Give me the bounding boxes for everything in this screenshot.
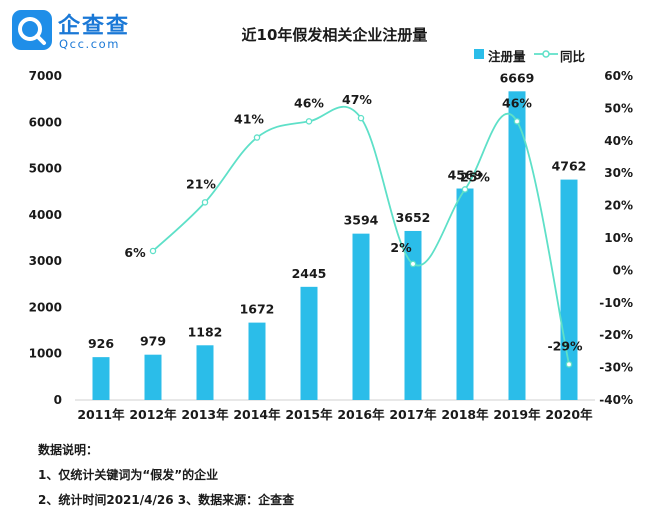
y-right-tick-label: -20% xyxy=(599,328,633,342)
yoy-value-label: 25% xyxy=(460,169,490,184)
bar xyxy=(196,345,214,400)
legend-bar-label: 注册量 xyxy=(488,49,526,64)
y-right-tick-label: 30% xyxy=(604,166,633,180)
notes-line-2: 2、统计时间2021/4/26 3、数据来源：企查查 xyxy=(38,493,295,507)
x-tick-label: 2013年 xyxy=(181,407,229,422)
y-left-tick-label: 6000 xyxy=(29,115,62,129)
x-tick-label: 2015年 xyxy=(285,407,333,422)
y-left-tick-label: 7000 xyxy=(29,69,62,83)
yoy-point xyxy=(461,186,469,193)
y-right-tick-label: -40% xyxy=(599,393,633,407)
yoy-point xyxy=(513,118,521,125)
y-left-tick-label: 1000 xyxy=(29,347,62,361)
y-left-tick-label: 5000 xyxy=(29,162,62,176)
bar-value-label: 4569 xyxy=(448,168,483,183)
yoy-point xyxy=(253,134,261,141)
bar-value-label: 3652 xyxy=(396,210,431,225)
y-right-tick-label: 20% xyxy=(604,199,633,213)
y-right-tick-label: -30% xyxy=(599,361,633,375)
bar xyxy=(404,230,422,400)
yoy-value-label: 46% xyxy=(502,95,532,110)
y-left-tick-label: 0 xyxy=(54,393,62,407)
y-left-tick-label: 3000 xyxy=(29,254,62,268)
y-right-tick-label: 50% xyxy=(604,101,633,115)
yoy-value-label: -29% xyxy=(547,338,583,353)
y-right-tick-label: 0% xyxy=(613,263,633,277)
yoy-point xyxy=(357,114,365,122)
data-notes: 数据说明： 1、仅统计关键词为“假发”的企业 2、统计时间2021/4/26 3… xyxy=(38,438,294,513)
yoy-value-label: 6% xyxy=(124,245,146,260)
yoy-point xyxy=(305,118,313,125)
yoy-value-label: 41% xyxy=(234,112,264,127)
legend-line-swatch xyxy=(534,50,558,58)
legend-bar-swatch xyxy=(474,49,484,59)
y-right-tick-label: -10% xyxy=(599,296,633,310)
qcc-logo: 企查查 Qcc.com xyxy=(12,8,172,58)
x-tick-label: 2016年 xyxy=(337,407,385,422)
logo-name: 企查查 xyxy=(58,14,131,39)
bar-value-label: 3594 xyxy=(344,213,379,228)
bar-value-label: 979 xyxy=(140,334,166,349)
bar xyxy=(300,286,318,400)
x-tick-label: 2014年 xyxy=(233,407,281,422)
bar-value-label: 926 xyxy=(88,336,114,351)
bar-value-label: 2445 xyxy=(292,266,327,281)
yoy-point xyxy=(409,260,417,268)
bar-value-label: 1182 xyxy=(188,324,223,339)
y-right-tick-label: 10% xyxy=(604,231,633,245)
x-tick-label: 2017年 xyxy=(389,407,437,422)
yoy-point xyxy=(201,199,209,206)
bar xyxy=(352,233,370,400)
yoy-value-label: 47% xyxy=(342,92,372,107)
bar xyxy=(144,354,162,400)
y-left-tick-label: 2000 xyxy=(29,300,62,314)
notes-heading: 数据说明： xyxy=(38,443,99,457)
bar-value-label: 1672 xyxy=(240,302,275,317)
yoy-value-label: 21% xyxy=(186,176,216,191)
yoy-value-label: 2% xyxy=(390,240,412,255)
y-right-tick-label: 40% xyxy=(604,134,633,148)
bar-value-label: 4762 xyxy=(552,159,587,174)
y-right-tick-label: 60% xyxy=(604,69,633,83)
x-tick-label: 2020年 xyxy=(545,407,593,422)
yoy-point xyxy=(149,247,157,255)
x-tick-label: 2012年 xyxy=(129,407,177,422)
x-tick-label: 2018年 xyxy=(441,407,489,422)
bar xyxy=(248,322,266,400)
bar xyxy=(456,188,474,400)
bar-value-label: 6669 xyxy=(500,70,535,85)
bar xyxy=(92,357,110,400)
yoy-point xyxy=(565,361,573,368)
y-left-tick-label: 4000 xyxy=(29,208,62,222)
chart-title: 近10年假发相关企业注册量 xyxy=(241,26,428,44)
x-tick-label: 2011年 xyxy=(77,407,125,422)
x-tick-label: 2019年 xyxy=(493,407,541,422)
qcc-logo-icon xyxy=(12,10,52,50)
notes-line-1: 1、仅统计关键词为“假发”的企业 xyxy=(38,468,219,482)
chart-svg: 0 1000 2000 3000 4000 5000 6000 7000 -40% -30% -20… xyxy=(29,69,633,422)
bar xyxy=(508,91,526,401)
legend-line-label: 同比 xyxy=(560,49,586,64)
logo-url: Qcc.com xyxy=(59,37,121,51)
yoy-value-label: 46% xyxy=(294,95,324,110)
